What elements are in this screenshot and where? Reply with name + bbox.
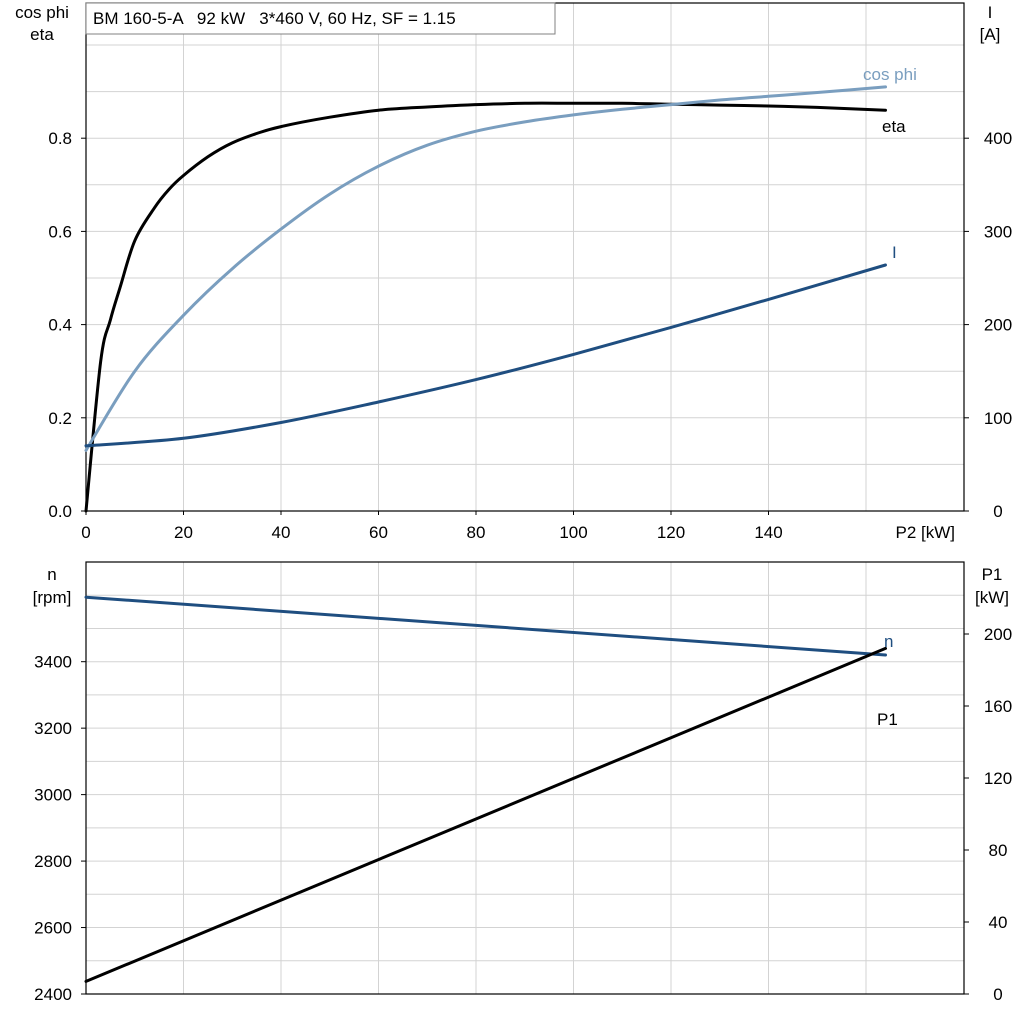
top-left-axis-label-line1: cos phi <box>15 3 69 22</box>
top-axis-ticks: 0.0 0.2 0.4 0.6 0.8 0 100 200 300 400 0 20 40 60 80 100… <box>48 129 1012 542</box>
right-tick-label: 200 <box>984 316 1012 335</box>
bottom-series-labels: n P1 <box>877 632 898 729</box>
series-cos-phi-label: cos phi <box>863 65 917 84</box>
left-tick-label: 2400 <box>34 985 72 1004</box>
series-i-line <box>84 263 887 448</box>
bottom-right-axis-label-line2: [kW] <box>975 588 1009 607</box>
right-tick-label: 0 <box>993 502 1002 521</box>
bottom-plot-frame <box>85 561 965 995</box>
left-tick-label: 2800 <box>34 852 72 871</box>
x-tick-label: 80 <box>467 523 486 542</box>
x-tick-label: 0 <box>81 523 90 542</box>
bottom-left-axis-label-line2: [rpm] <box>33 588 72 607</box>
series-eta-label: eta <box>882 117 906 136</box>
top-right-axis-label-line2: [A] <box>980 25 1001 44</box>
right-tick-label: 400 <box>984 129 1012 148</box>
series-eta-line <box>84 101 887 513</box>
right-tick-label: 200 <box>984 625 1012 644</box>
series-p1-line <box>84 646 887 983</box>
left-tick-label: 3000 <box>34 786 72 805</box>
right-tick-label: 100 <box>984 409 1012 428</box>
bottom-axis-ticks: 2400 2600 2800 3000 3200 3400 0 40 80 120 160 200 <box>34 625 1012 1004</box>
series-p1-label: P1 <box>877 710 898 729</box>
right-tick-label: 160 <box>984 697 1012 716</box>
x-tick-label: 100 <box>559 523 587 542</box>
bottom-right-axis-label-line1: P1 <box>982 565 1003 584</box>
x-tick-label: 140 <box>754 523 782 542</box>
series-i-label: I <box>892 243 897 262</box>
right-tick-label: 80 <box>989 841 1008 860</box>
right-tick-label: 40 <box>989 913 1008 932</box>
top-series-labels: eta cos phi I <box>863 65 917 262</box>
top-right-axis-label-line1: I <box>988 3 993 22</box>
left-tick-label: 0.6 <box>48 222 72 241</box>
left-tick-label: 3200 <box>34 719 72 738</box>
bottom-series <box>84 595 887 983</box>
top-left-axis-label-line2: eta <box>30 25 54 44</box>
x-axis-label: P2 [kW] <box>895 523 955 542</box>
right-tick-label: 120 <box>984 769 1012 788</box>
x-tick-label: 20 <box>174 523 193 542</box>
left-tick-label: 0.0 <box>48 502 72 521</box>
x-tick-label: 60 <box>369 523 388 542</box>
left-tick-label: 0.4 <box>48 316 72 335</box>
bottom-grid <box>86 562 964 994</box>
left-tick-label: 0.2 <box>48 409 72 428</box>
left-tick-label: 3400 <box>34 653 72 672</box>
chart-title: BM 160-5-A 92 kW 3*460 V, 60 Hz, SF = 1.… <box>93 9 456 28</box>
top-series <box>84 85 887 513</box>
left-tick-label: 2600 <box>34 919 72 938</box>
x-tick-label: 40 <box>272 523 291 542</box>
series-cos-phi-line <box>84 85 887 452</box>
top-panel: 0.0 0.2 0.4 0.6 0.8 0 100 200 300 400 0 20 40 60 80 100… <box>15 2 1012 542</box>
right-tick-label: 0 <box>993 985 1002 1004</box>
left-tick-label: 0.8 <box>48 129 72 148</box>
x-tick-label: 120 <box>657 523 685 542</box>
bottom-left-axis-label-line1: n <box>47 565 56 584</box>
right-tick-label: 300 <box>984 222 1012 241</box>
series-n-label: n <box>884 632 893 651</box>
title-box <box>85 2 556 35</box>
top-grid <box>86 3 964 511</box>
bottom-panel: 2400 2600 2800 3000 3200 3400 0 40 80 120 160 200 n… <box>33 561 1012 1004</box>
series-n-line <box>84 595 887 657</box>
